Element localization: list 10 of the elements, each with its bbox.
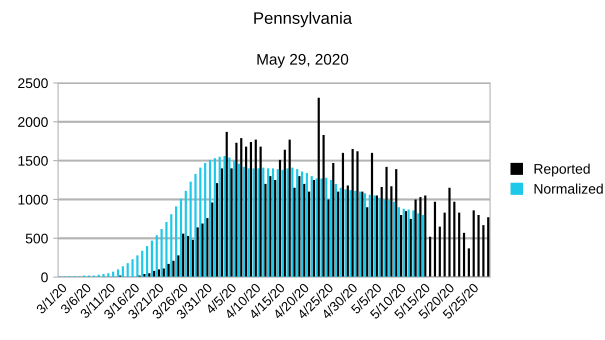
y-tick-label: 1000 xyxy=(18,194,48,205)
chart-subtitle: May 29, 2020 xyxy=(257,54,348,68)
legend-label: Normalized xyxy=(534,184,603,194)
legend-label: Reported xyxy=(534,164,590,177)
y-tick-label: 0 xyxy=(41,272,48,282)
y-tick-label: 1500 xyxy=(18,156,48,166)
y-tick-label: 2500 xyxy=(18,78,48,88)
y-tick-label: 500 xyxy=(26,234,48,244)
y-tick-label: 2000 xyxy=(18,117,48,127)
chart-title: Pennsylvania xyxy=(254,12,352,28)
